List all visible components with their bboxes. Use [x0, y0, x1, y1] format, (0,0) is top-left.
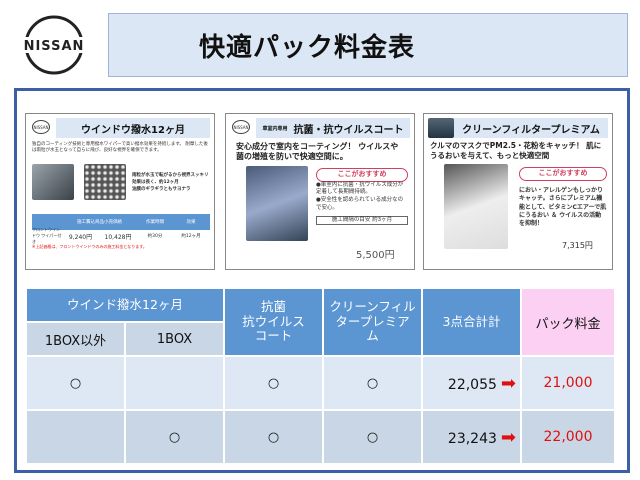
bullet: 雨粒が水玉で転がるから視界スッキリ — [132, 173, 209, 178]
header-non-1box: 1BOX以外 — [27, 323, 124, 355]
nissan-mini-logo: NISSAN — [32, 120, 50, 134]
arrow-right-icon: ➡ — [500, 372, 516, 394]
table-row: ○ ○ ○ 23,243 ➡ 22,000 — [27, 411, 614, 463]
recommend-pill: ここがおすすめ — [519, 167, 607, 181]
cell: ○ — [27, 357, 124, 409]
car-seat-image — [246, 166, 308, 241]
value: 10,428円 — [104, 233, 132, 241]
card-headline: 安心成分で室内をコーティング！ ウイルスや菌の増殖を防いで快適空間に。 — [236, 142, 399, 162]
cell — [126, 357, 223, 409]
svg-text:NISSAN: NISSAN — [24, 39, 85, 54]
cell — [27, 411, 124, 463]
bullet: ●安全性を認められている成分なので安心。 — [316, 197, 404, 211]
bullet: ●車室内に抗菌・抗ウイルス成分が定着して長期間持続。 — [316, 181, 404, 196]
nissan-logo: NISSAN — [14, 14, 94, 76]
price: 7,315円 — [562, 241, 593, 250]
header-antibac: 抗菌 抗ウイルス コート — [225, 289, 322, 355]
arrow-right-icon: ➡ — [500, 426, 516, 448]
value: 約30分 — [147, 234, 163, 239]
bullet: 効果は長く、約12ヶ月 — [132, 180, 179, 186]
card-title: クリーンフィルタープレミアム — [454, 118, 608, 138]
pack-price: 21,000 — [522, 357, 614, 409]
card-window-coating: NISSAN ウインドウ撥水12ヶ月 独自のコーティング技術と専用撥水ワイパーで… — [25, 113, 215, 270]
woman-photo — [444, 164, 508, 249]
pack-price: 22,000 — [522, 411, 614, 463]
title-banner: 快適パック料金表 — [108, 13, 628, 77]
row-label: フロントウインドウ ワイパー付き — [32, 227, 62, 244]
card-headline: クルマのマスクでPM2.5・花粉をキャッチ！ 肌にうるおいを与えて、もっと快適空… — [430, 141, 602, 160]
table-row: ○ ○ ○ 22,055 ➡ 21,000 — [27, 357, 614, 409]
water-beads-image — [84, 164, 126, 200]
car-image — [32, 164, 74, 200]
col: 作業時間 — [146, 220, 164, 225]
header-1box: 1BOX — [126, 323, 223, 355]
duration: 施工間隔の目安 約3ヶ月 — [316, 215, 408, 226]
card-title: ウインドウ撥水12ヶ月 — [56, 118, 210, 138]
cell: ○ — [324, 357, 421, 409]
card-body: におい・アレルゲンもしっかりキャッチ。さらにプレミアム機能として、ビタミンCエア… — [519, 186, 607, 228]
page-title: 快適パック料金表 — [199, 32, 416, 63]
value: 約12ヶ月 — [181, 234, 201, 239]
cell: ○ — [324, 411, 421, 463]
car-thumbnail — [428, 118, 454, 138]
header-pack: パック料金 — [522, 289, 614, 355]
col: 効果 — [186, 220, 196, 225]
cell: ○ — [225, 411, 322, 463]
note: ※上記価格は、フロントウインドウのみの施工料金となります。 — [32, 244, 147, 249]
total-cell: 23,243 ➡ — [423, 411, 520, 463]
pack-price-table: ウインド撥水12ヶ月 抗菌 抗ウイルス コート クリーンフィル タープレミア ム… — [25, 287, 616, 465]
value: 9,240円 — [68, 233, 93, 241]
card-clean-filter: クリーンフィルタープレミアム クルマのマスクでPM2.5・花粉をキャッチ！ 肌に… — [423, 113, 613, 270]
nissan-mini-logo: NISSAN — [232, 120, 250, 134]
card-antibacterial: NISSAN 車室内専用 抗菌・抗ウイルスコート 安心成分で室内をコーティング！ … — [225, 113, 415, 270]
header-window: ウインド撥水12ヶ月 — [27, 289, 223, 321]
header-total: 3点合計計 — [423, 289, 520, 355]
header-filter: クリーンフィル タープレミア ム — [324, 289, 421, 355]
cell: ○ — [225, 357, 322, 409]
recommend-pill: ここがおすすめ — [316, 168, 408, 182]
price: 5,500円 — [356, 250, 395, 261]
cell: ○ — [126, 411, 223, 463]
bullet: 油膜のギラギラともサヨナラ — [132, 187, 191, 193]
card-desc: 独自のコーティング技術と専用撥水ワイパーで高い撥水効果を持続します。 耐摩した後… — [32, 142, 208, 154]
card-title: 車室内専用 抗菌・抗ウイルスコート — [256, 118, 410, 138]
price-header: 施工費込商品小売価格 — [77, 220, 122, 225]
total-cell: 22,055 ➡ — [423, 357, 520, 409]
